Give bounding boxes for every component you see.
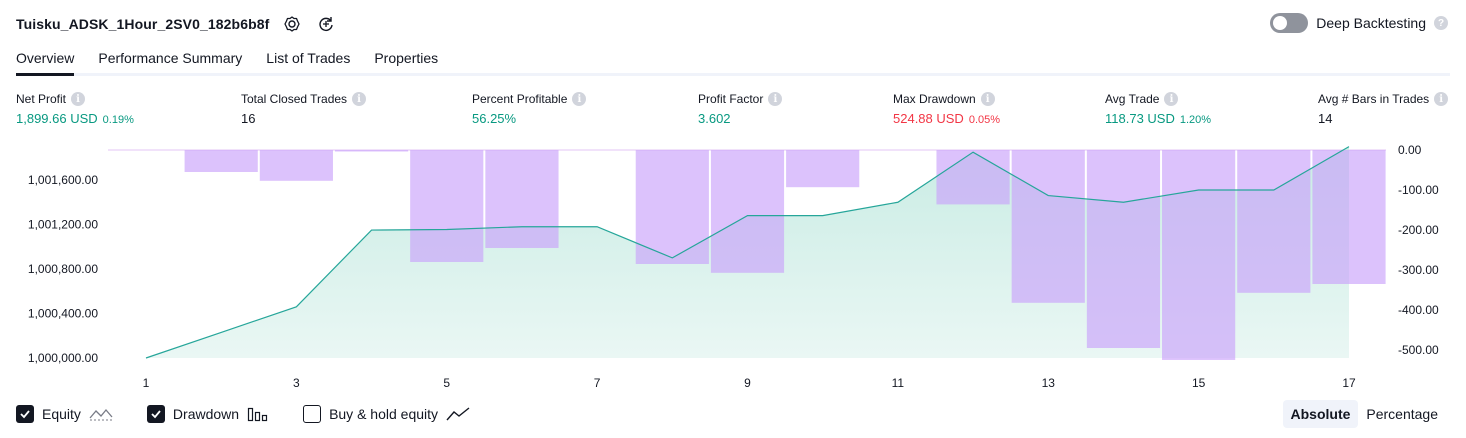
- left-axis-tick: 1,000,000.00: [28, 351, 98, 365]
- stat-label: Profit Factor: [698, 92, 764, 106]
- legend-label: Equity: [42, 406, 81, 422]
- drawdown-bar: [410, 150, 484, 262]
- deep-backtesting-toggle[interactable]: [1270, 13, 1309, 33]
- left-axis-tick: 1,000,800.00: [28, 262, 98, 276]
- chart-legend: Equity Drawdown Buy & hold equity: [16, 402, 504, 426]
- drawdown-bar: [259, 150, 333, 181]
- right-axis-tick: -400.00: [1398, 303, 1439, 317]
- strategy-title: Tuisku_ADSK_1Hour_2SV0_182b6b8f: [16, 16, 270, 32]
- drawdown-bar: [1086, 150, 1161, 348]
- stat-value: 118.73 USD: [1105, 111, 1175, 126]
- stat-percent-profitable: Percent Profitable i 56.25%: [472, 92, 587, 126]
- info-icon[interactable]: i: [1434, 92, 1449, 106]
- right-axis-tick: -100.00: [1398, 183, 1439, 197]
- help-icon[interactable]: ?: [1434, 16, 1448, 30]
- drawdown-bar: [334, 150, 409, 152]
- tab-overview[interactable]: Overview: [16, 44, 75, 76]
- x-axis-tick: 1: [143, 376, 150, 390]
- drawdown-bar: [635, 150, 709, 264]
- left-axis-tick: 1,001,200.00: [28, 218, 98, 232]
- tab-performance-summary[interactable]: Performance Summary: [98, 50, 243, 66]
- equity-checkbox[interactable]: [16, 405, 34, 423]
- stat-value: 14: [1318, 111, 1333, 126]
- legend-label: Buy & hold equity: [329, 406, 439, 422]
- x-axis-tick: 3: [293, 376, 300, 390]
- deep-backtesting-control: Deep Backtesting ?: [1270, 13, 1448, 33]
- stat-percent: 0.19%: [102, 114, 134, 126]
- percentage-button[interactable]: Percentage: [1366, 406, 1438, 422]
- drawdown-bar: [1162, 150, 1236, 360]
- stat-value: 1,899.66 USD: [16, 111, 98, 126]
- absolute-button[interactable]: Absolute: [1282, 400, 1359, 428]
- display-mode-toggle: Absolute Percentage: [1282, 400, 1447, 428]
- stat-avg-bars: Avg # Bars in Trades i 14: [1318, 92, 1449, 126]
- stat-max-drawdown: Max Drawdown i 524.88 USD 0.05%: [893, 92, 1000, 126]
- stat-net-profit: Net Profit i 1,899.66 USD 0.19%: [16, 92, 134, 126]
- x-axis-tick: 15: [1192, 376, 1206, 390]
- drawdown-checkbox[interactable]: [146, 405, 165, 423]
- drawdown-bar: [1312, 150, 1386, 284]
- legend-buy-hold[interactable]: Buy & hold equity: [303, 405, 470, 423]
- stat-percent: 0.05%: [968, 114, 1001, 126]
- stat-avg-trade: Avg Trade i 118.73 USD 1.20%: [1105, 92, 1211, 126]
- x-axis-tick: 11: [892, 376, 905, 390]
- stat-value: 16: [241, 111, 256, 126]
- info-icon[interactable]: i: [572, 92, 587, 106]
- buy-hold-checkbox[interactable]: [303, 405, 322, 423]
- left-axis-tick: 1,000,400.00: [28, 307, 98, 321]
- stat-value: 524.88 USD: [893, 111, 964, 126]
- buy-hold-line-icon: [446, 406, 470, 422]
- drawdown-bar: [936, 150, 1010, 205]
- info-icon[interactable]: i: [768, 92, 783, 106]
- stat-value: 56.25%: [472, 111, 517, 126]
- drawdown-bar: [1011, 150, 1085, 303]
- tab-properties[interactable]: Properties: [374, 50, 439, 66]
- drawdown-bar: [710, 150, 785, 273]
- legend-drawdown[interactable]: Drawdown: [146, 405, 269, 423]
- equity-line: [145, 146, 1350, 359]
- x-axis-tick: 5: [443, 376, 450, 390]
- info-icon[interactable]: i: [71, 92, 86, 106]
- right-axis-tick: -500.00: [1398, 343, 1439, 357]
- settings-icon[interactable]: [281, 13, 303, 35]
- drawdown-bar: [1237, 150, 1311, 293]
- right-axis-tick: -300.00: [1398, 263, 1439, 277]
- right-axis-tick: 0.00: [1398, 143, 1422, 157]
- stat-profit-factor: Profit Factor i 3.602: [698, 92, 783, 126]
- drawdown-bar: [485, 150, 559, 248]
- x-axis-tick: 17: [1342, 376, 1356, 390]
- stat-label: Avg # Bars in Trades: [1318, 92, 1430, 106]
- stat-label: Total Closed Trades: [241, 92, 348, 106]
- info-icon[interactable]: i: [352, 92, 367, 106]
- drawdown-bar: [184, 150, 258, 172]
- stat-total-closed-trades: Total Closed Trades i 16: [241, 92, 367, 126]
- stat-label: Net Profit: [16, 92, 67, 106]
- stat-label: Percent Profitable: [472, 92, 568, 106]
- equity-drawdown-chart[interactable]: 1,000,000.00 1,000,400.00 1,000,800.00 1,00…: [0, 140, 1466, 398]
- equity-line-icon: [89, 406, 113, 422]
- stat-value: 3.602: [698, 111, 731, 126]
- stat-label: Max Drawdown: [893, 92, 976, 106]
- stats-row: Net Profit i 1,899.66 USD 0.19% Total Clos…: [0, 92, 1466, 132]
- tab-list-of-trades[interactable]: List of Trades: [266, 50, 351, 66]
- legend-equity[interactable]: Equity: [16, 405, 113, 423]
- refresh-icon[interactable]: [315, 13, 337, 35]
- legend-label: Drawdown: [172, 406, 240, 422]
- left-axis-tick: 1,001,600.00: [28, 173, 98, 187]
- stat-percent: 1.20%: [1179, 114, 1212, 126]
- info-icon[interactable]: i: [1164, 92, 1179, 106]
- drawdown-bars-icon: [247, 406, 269, 422]
- info-icon[interactable]: i: [980, 92, 995, 106]
- right-axis-tick: -200.00: [1398, 223, 1439, 237]
- stat-label: Avg Trade: [1105, 92, 1160, 106]
- x-axis-tick: 7: [594, 376, 601, 390]
- x-axis-tick: 9: [744, 376, 751, 390]
- tab-bar: Overview Performance Summary List of Tra…: [16, 44, 1450, 76]
- toggle-knob: [1273, 16, 1288, 30]
- deep-backtesting-label: Deep Backtesting: [1316, 15, 1426, 31]
- drawdown-bar: [786, 150, 860, 188]
- x-axis-tick: 13: [1042, 376, 1056, 390]
- header-bar: Tuisku_ADSK_1Hour_2SV0_182b6b8f: [16, 12, 337, 36]
